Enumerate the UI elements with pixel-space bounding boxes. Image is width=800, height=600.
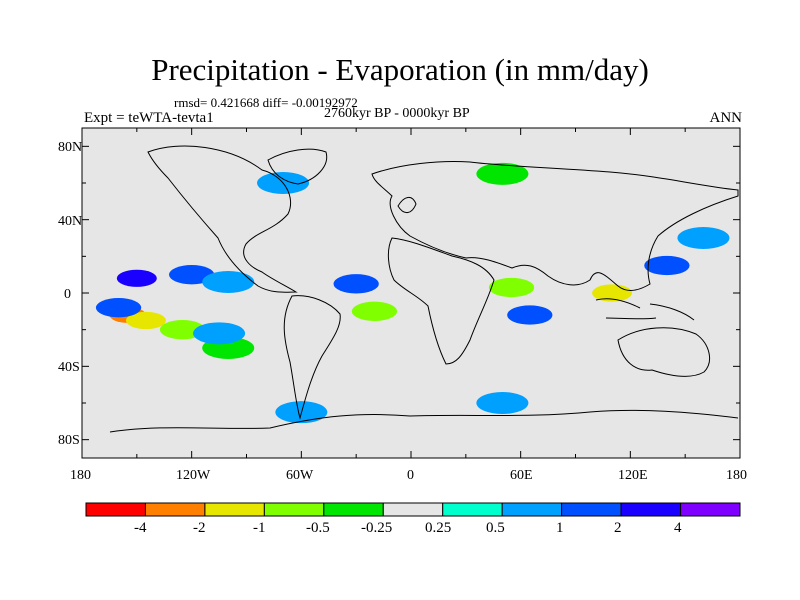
colorbar-label: -2 — [193, 520, 206, 536]
x-tick-label: 60E — [510, 468, 533, 483]
colorbar-label: -1 — [253, 520, 266, 536]
field-anomaly — [488, 277, 535, 298]
x-tick-label: 180 — [70, 468, 91, 483]
colorbar-label: -4 — [134, 520, 147, 536]
colorbar-box — [680, 502, 741, 517]
y-tick-label: 40S — [58, 360, 80, 375]
axis-ticks — [81, 128, 741, 458]
y-tick-label: 0 — [64, 287, 71, 302]
y-tick-label: 40N — [58, 214, 83, 229]
colorbar-label: 1 — [556, 520, 564, 536]
field-anomaly — [644, 255, 690, 276]
colorbar-box — [561, 502, 622, 517]
colorbar-box — [442, 502, 503, 517]
colorbar-box — [204, 502, 265, 517]
colorbar-box — [144, 502, 206, 517]
colorbar — [85, 502, 741, 517]
colorbar-label: 0.25 — [425, 520, 452, 536]
colorbar-label: 4 — [674, 520, 682, 536]
field-anomaly — [125, 311, 166, 330]
colorbar-box — [323, 502, 384, 517]
field-anomaly — [116, 269, 157, 287]
field-anomaly — [507, 305, 553, 325]
colorbar-box — [382, 502, 444, 517]
y-tick-label: 80N — [58, 140, 83, 155]
stats-line: rmsd= 0.421668 diff= -0.00192972 — [174, 95, 358, 110]
x-tick-label: 180 — [726, 468, 747, 483]
colorbar-box — [620, 502, 682, 517]
colorbar-label: 0.5 — [486, 520, 505, 536]
field-anomaly — [95, 298, 142, 318]
field-layer — [95, 162, 730, 424]
colorbar-box — [263, 502, 325, 517]
field-anomaly — [351, 301, 398, 322]
season-label: ANN — [709, 110, 743, 126]
field-anomaly — [193, 322, 246, 345]
field-anomaly — [476, 392, 529, 414]
x-tick-label: 120W — [176, 468, 211, 483]
coastlines — [109, 145, 739, 433]
x-tick-label: 120E — [618, 468, 648, 483]
field-anomaly — [202, 271, 255, 293]
x-tick-label: 60W — [286, 468, 314, 483]
colorbar-box — [501, 502, 563, 517]
field-anomaly — [677, 227, 730, 249]
colorbar-box — [85, 502, 146, 517]
colorbar-label: -0.5 — [306, 520, 330, 536]
colorbar-label: 2 — [614, 520, 622, 536]
y-tick-label: 80S — [58, 433, 80, 448]
x-tick-label: 0 — [407, 468, 414, 483]
field-anomaly — [476, 162, 529, 185]
field-anomaly — [333, 274, 379, 294]
experiment-label: Expt = teWTA-tevta1 — [84, 110, 214, 126]
period-line: 2760kyr BP - 0000kyr BP — [324, 106, 470, 121]
chart-title: Precipitation - Evaporation (in mm/day) — [151, 52, 649, 87]
colorbar-label: -0.25 — [361, 520, 393, 536]
